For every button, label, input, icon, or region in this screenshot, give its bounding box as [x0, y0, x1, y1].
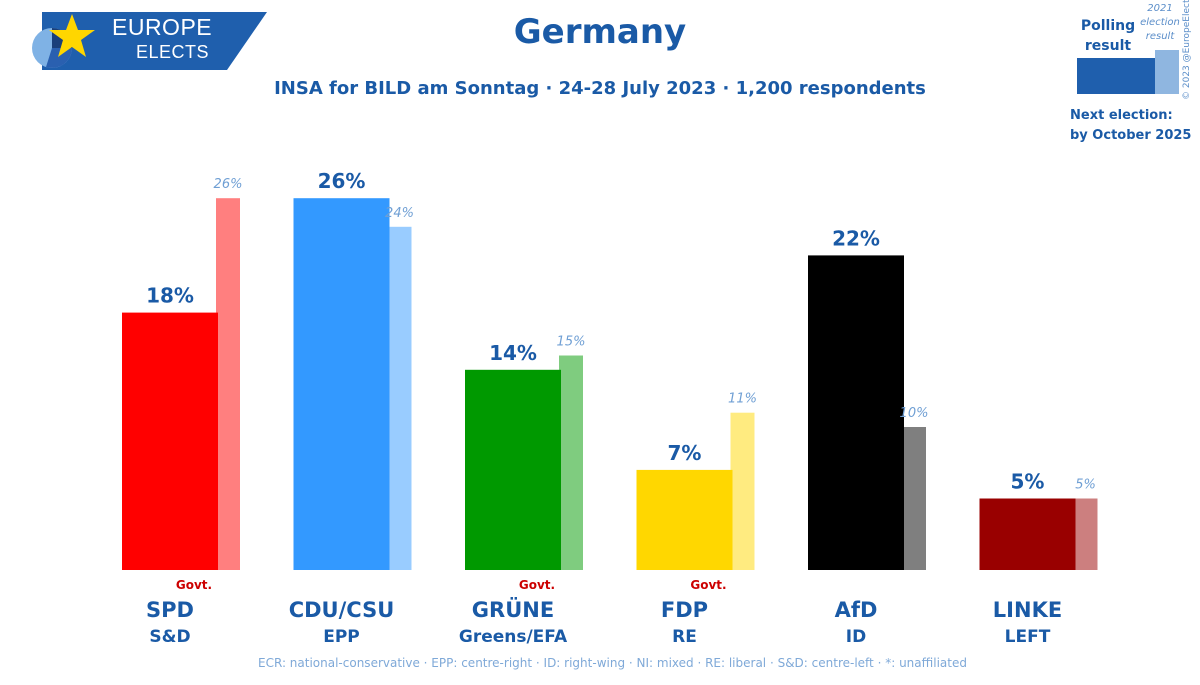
- party-label-1: CDU/CSU: [289, 598, 395, 622]
- chart-title: Germany: [513, 12, 687, 52]
- polling-value-label-4: 22%: [832, 226, 880, 250]
- group-label-2: Greens/EFA: [459, 627, 568, 647]
- footer-group-legend: ECR: national-conservative · EPP: centre…: [258, 656, 967, 670]
- party-label-4: AfD: [835, 598, 878, 622]
- polling-value-label-0: 18%: [146, 284, 194, 308]
- polling-value-label-3: 7%: [668, 441, 702, 465]
- election-bar-3: [730, 412, 755, 570]
- party-label-0: SPD: [146, 598, 194, 622]
- election-value-label-4: 10%: [900, 406, 929, 421]
- chart-subtitle: INSA for BILD am Sonntag · 24-28 July 20…: [274, 78, 926, 99]
- polling-bar-4: [808, 255, 904, 570]
- polling-value-label-5: 5%: [1011, 470, 1045, 494]
- legend-election-swatch: [1155, 50, 1179, 94]
- next-election-label: Next election:: [1070, 108, 1173, 123]
- party-label-3: FDP: [661, 598, 708, 622]
- logo-text-europe: EUROPE: [112, 14, 213, 40]
- election-value-label-2: 15%: [557, 335, 586, 350]
- polling-bar-5: [979, 498, 1076, 570]
- election-bar-2: [559, 355, 583, 570]
- govt-label-0: Govt.: [176, 578, 212, 592]
- legend-polling-label: Polling result: [1080, 18, 1136, 54]
- election-bar-1: [387, 226, 412, 571]
- europe-elects-logo: [32, 12, 267, 70]
- next-election-date: by October 2025: [1070, 128, 1192, 143]
- group-label-0: S&D: [149, 627, 190, 647]
- group-label-4: ID: [846, 627, 866, 647]
- election-value-label-3: 11%: [728, 392, 757, 407]
- election-value-label-5: 5%: [1075, 478, 1096, 493]
- polling-bar-3: [636, 469, 733, 570]
- group-label-3: RE: [672, 627, 697, 647]
- polling-bar-0: [122, 312, 218, 570]
- group-label-1: EPP: [323, 627, 360, 647]
- polling-value-label-2: 14%: [489, 341, 537, 365]
- group-label-5: LEFT: [1005, 627, 1051, 647]
- logo-text-elects: ELECTS: [136, 42, 210, 62]
- election-value-label-1: 24%: [385, 206, 414, 221]
- election-bar-4: [902, 427, 926, 570]
- polling-bar-1: [293, 198, 390, 570]
- govt-label-3: Govt.: [690, 578, 726, 592]
- legend-election-label: 2021 election result: [1140, 3, 1180, 42]
- next-election: Next election: by October 2025: [1070, 106, 1191, 146]
- party-label-2: GRÜNE: [472, 597, 554, 622]
- govt-label-2: Govt.: [519, 578, 555, 592]
- polling-bar-2: [465, 369, 561, 570]
- party-label-5: LINKE: [993, 598, 1062, 622]
- legend-polling-swatch: [1077, 58, 1157, 94]
- election-bar-5: [1073, 498, 1098, 570]
- election-bar-0: [216, 198, 240, 570]
- election-value-label-0: 26%: [214, 177, 243, 192]
- polling-value-label-1: 26%: [318, 169, 366, 193]
